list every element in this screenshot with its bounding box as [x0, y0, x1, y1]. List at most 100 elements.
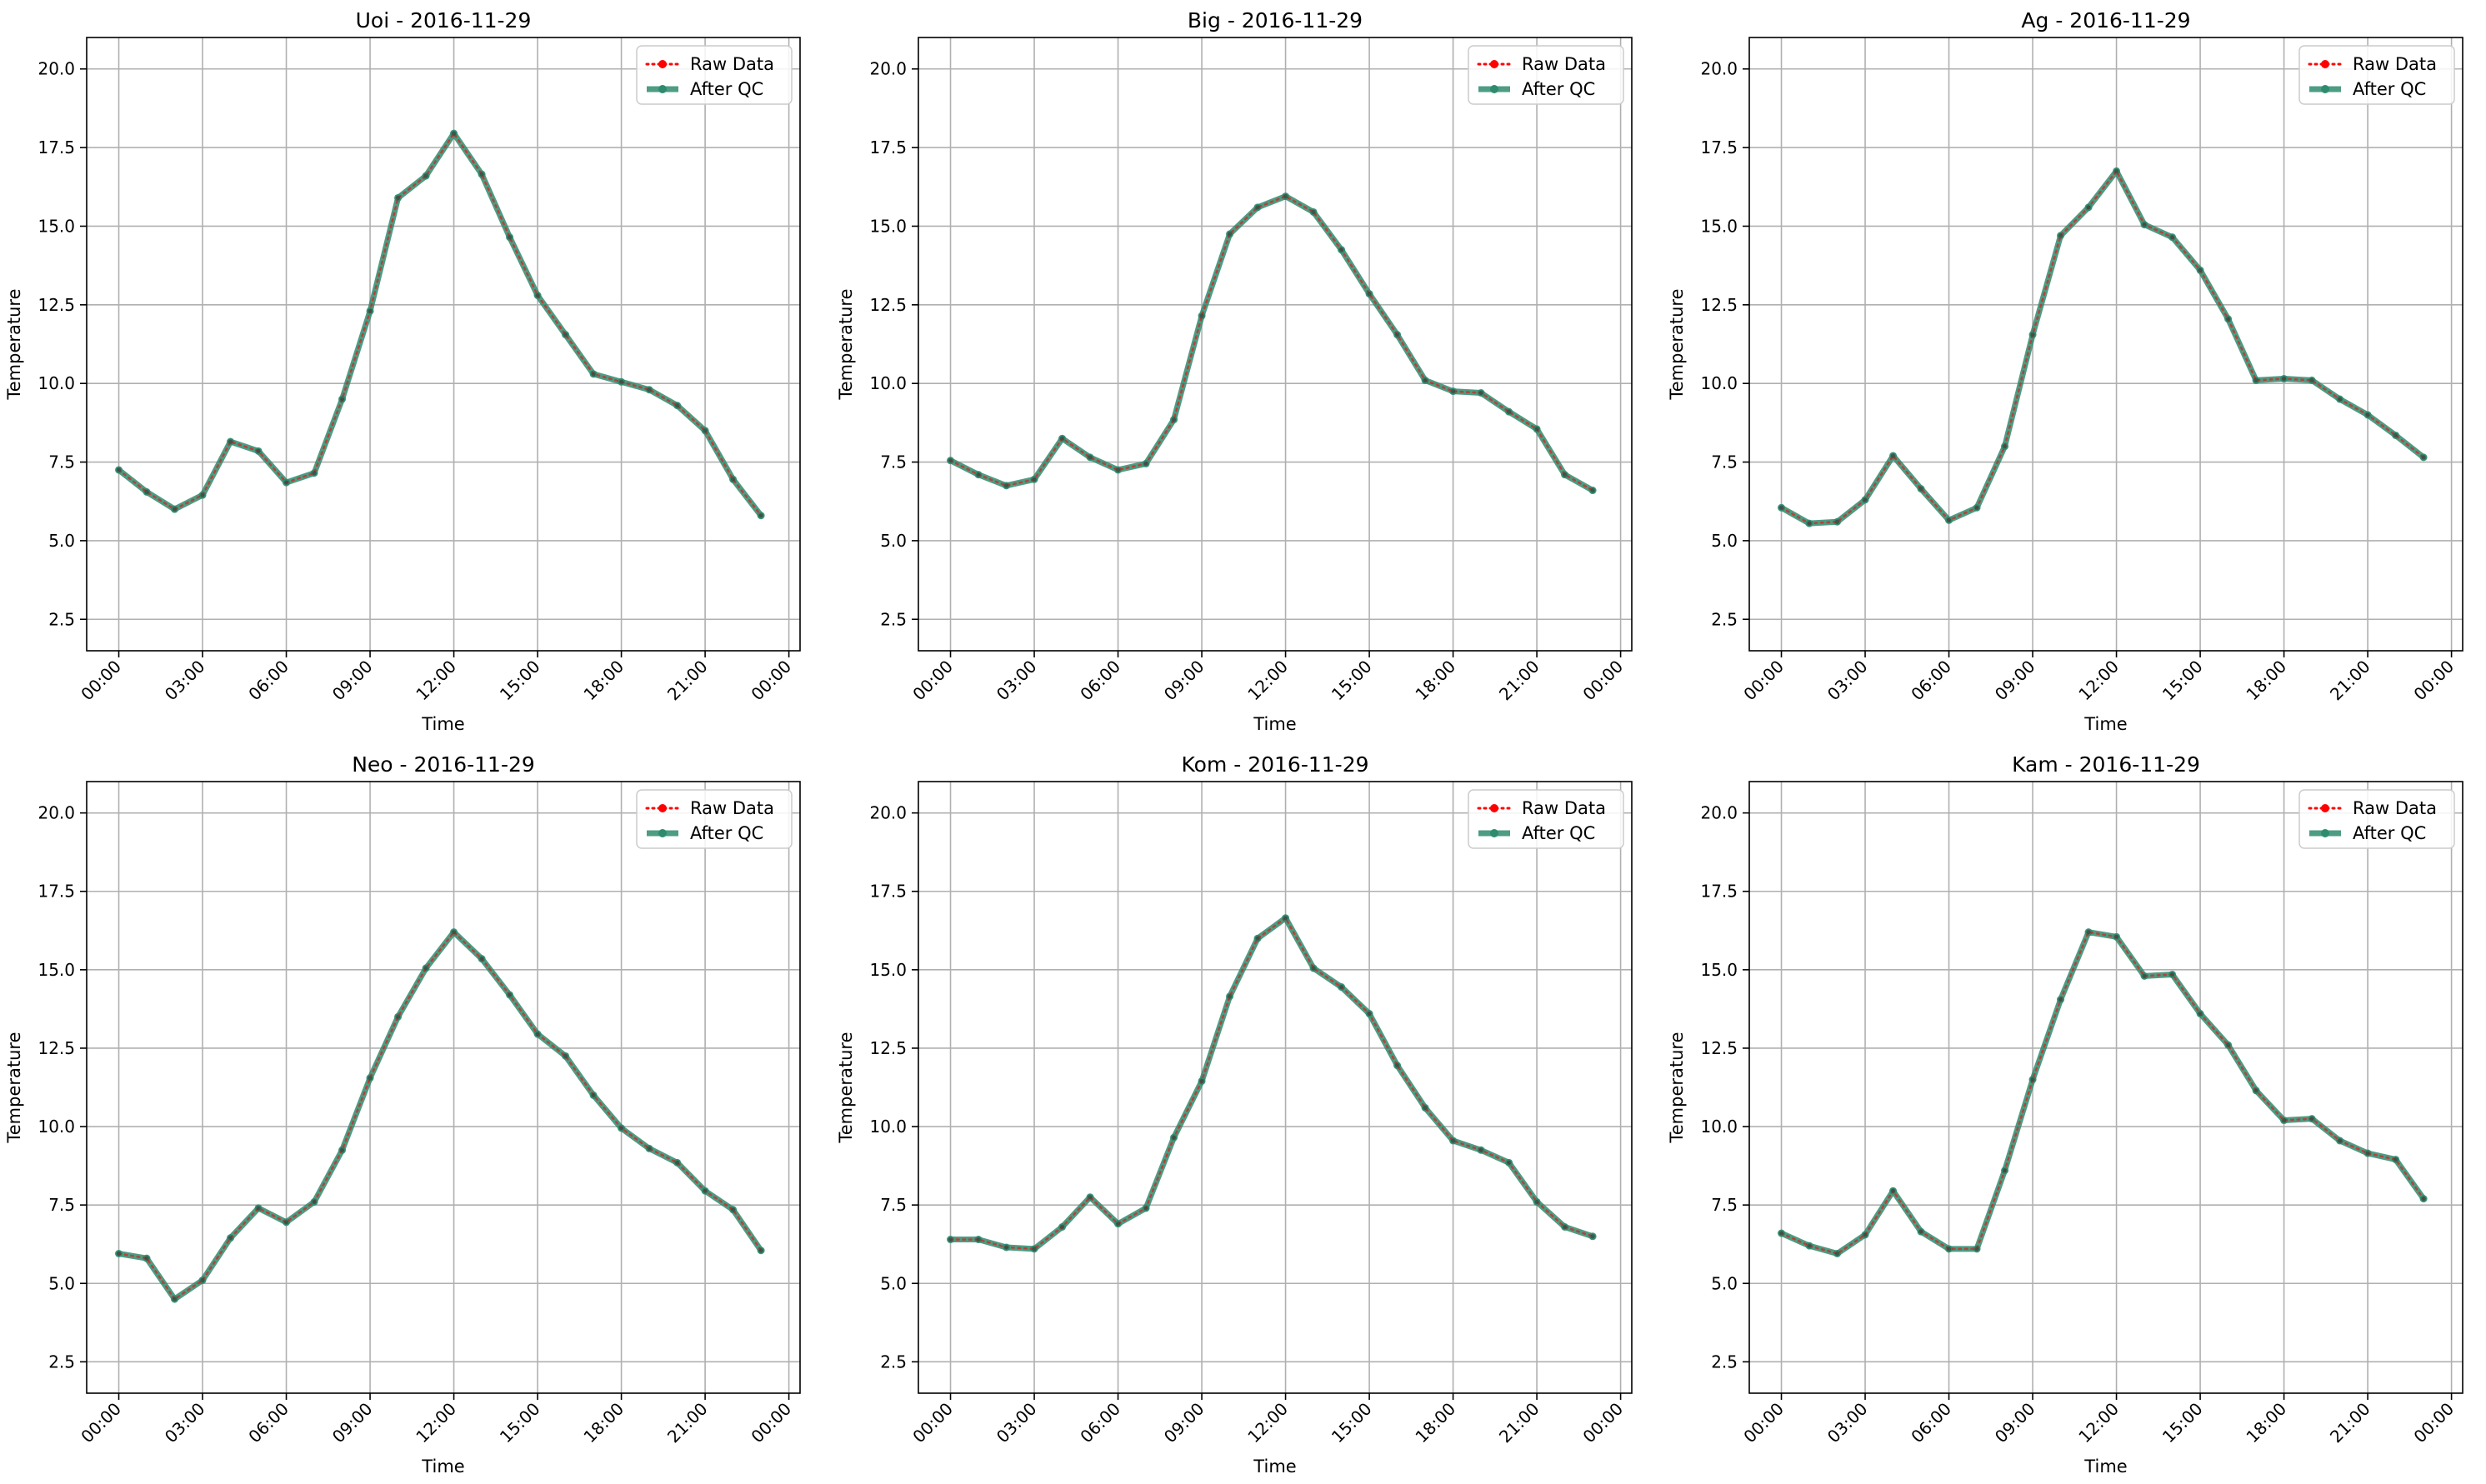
chart-title: Neo - 2016-11-29 [352, 752, 535, 777]
point-raw-data [1778, 1231, 1784, 1236]
y-tick-label: 10.0 [1700, 1117, 1738, 1137]
y-tick-label: 15.0 [869, 960, 907, 980]
y-tick-label: 7.5 [880, 1195, 907, 1215]
point-raw-data [1032, 477, 1037, 482]
y-tick-label: 17.5 [869, 137, 907, 157]
series-line-raw-data [1780, 931, 2425, 1255]
point-raw-data [2030, 1077, 2035, 1082]
point-raw-data [1032, 1247, 1037, 1252]
chart-panel-5: 00:00 03:00 06:00 09:00 12:00 15:00 18:00 21:00… [1667, 752, 2463, 1477]
y-tick-label: 5.0 [1711, 1273, 1738, 1293]
point-raw-data [1450, 389, 1456, 394]
y-tick-label: 2.5 [880, 1352, 907, 1372]
point-raw-data [1338, 984, 1344, 990]
point-raw-data [2421, 455, 2426, 460]
x-tick-label: 06:00 [1076, 1399, 1124, 1447]
point-raw-data [423, 966, 428, 971]
legend-label-raw-data: Raw Data [1522, 798, 1606, 818]
point-raw-data [1367, 1011, 1372, 1017]
point-raw-data [563, 332, 568, 337]
point-raw-data [2086, 930, 2091, 935]
point-raw-data [647, 387, 652, 392]
point-raw-data [2309, 377, 2314, 383]
y-tick-label: 17.5 [1700, 137, 1738, 157]
point-raw-data [618, 379, 624, 384]
point-raw-data [1974, 1247, 1979, 1252]
point-raw-data [1255, 205, 1260, 210]
x-tick-label: 18:00 [2242, 657, 2290, 705]
x-tick-label: 09:00 [328, 1399, 377, 1447]
point-raw-data [507, 992, 513, 997]
x-tick-label: 21:00 [2326, 657, 2374, 705]
point-raw-data [1088, 455, 1093, 460]
x-tick-label: 06:00 [1907, 1399, 1955, 1447]
legend-marker-after-qc [1490, 85, 1498, 93]
legend-label-after-qc: After QC [1522, 79, 1595, 99]
y-tick-label: 17.5 [38, 882, 75, 902]
x-axis-label: Time [2083, 714, 2127, 734]
point-raw-data [2113, 168, 2119, 174]
point-raw-data [228, 1236, 233, 1241]
point-raw-data [1562, 1224, 1568, 1230]
legend-marker-after-qc [658, 85, 667, 93]
legend-marker-raw-data [2321, 804, 2329, 812]
x-tick-label: 03:00 [1823, 1399, 1872, 1447]
y-axis-label: Temperature [4, 1032, 24, 1143]
point-raw-data [144, 1256, 149, 1261]
point-raw-data [1590, 1234, 1595, 1239]
x-tick-label: 03:00 [161, 1399, 209, 1447]
point-raw-data [2169, 972, 2175, 977]
point-raw-data [1423, 377, 1428, 383]
point-raw-data [200, 1277, 205, 1283]
series-line-raw-data [949, 916, 1594, 1251]
y-axis-label: Temperature [836, 288, 856, 400]
x-tick-label: 06:00 [244, 657, 293, 705]
point-raw-data [479, 172, 484, 177]
x-tick-label: 12:00 [412, 1399, 460, 1447]
legend-label-raw-data: Raw Data [690, 54, 774, 74]
point-raw-data [507, 235, 513, 240]
point-raw-data [368, 308, 373, 313]
series-line-after-qc [1778, 167, 2427, 527]
point-raw-data [591, 1092, 596, 1098]
point-raw-data [591, 372, 596, 377]
point-raw-data [395, 195, 401, 201]
point-raw-data [674, 403, 680, 408]
x-tick-label: 00:00 [1739, 1399, 1788, 1447]
chart-panel-2: 00:00 03:00 06:00 09:00 12:00 15:00 18:00 21:00… [1667, 8, 2463, 734]
x-tick-label: 18:00 [1411, 1399, 1459, 1447]
point-raw-data [1534, 1199, 1539, 1204]
point-raw-data [618, 1126, 624, 1131]
point-raw-data [395, 1014, 401, 1019]
point-raw-data [1227, 994, 1233, 999]
legend-marker-after-qc [2321, 85, 2329, 93]
point-raw-data [2365, 412, 2370, 417]
y-tick-label: 7.5 [1711, 1195, 1738, 1215]
x-tick-label: 00:00 [77, 657, 125, 705]
point-raw-data [2421, 1197, 2426, 1202]
x-tick-label: 12:00 [2074, 1399, 2123, 1447]
point-raw-data [339, 1147, 345, 1152]
legend-label-after-qc: After QC [690, 79, 763, 99]
point-raw-data [1834, 1251, 1840, 1257]
y-tick-label: 20.0 [1700, 803, 1738, 823]
y-tick-label: 17.5 [869, 882, 907, 902]
point-raw-data [948, 458, 953, 463]
point-raw-data [2142, 973, 2147, 978]
point-raw-data [647, 1146, 652, 1151]
legend: Raw Data After QC [1468, 789, 1624, 849]
series-line-after-qc [948, 915, 1596, 1252]
point-raw-data [730, 477, 736, 482]
y-tick-label: 15.0 [1700, 216, 1738, 236]
point-raw-data [1059, 1224, 1065, 1230]
axes-frame [918, 37, 1633, 652]
point-raw-data [1834, 519, 1840, 524]
x-tick-label: 00:00 [747, 657, 795, 705]
point-raw-data [2142, 222, 2147, 227]
series-line-after-qc [948, 193, 1596, 494]
x-tick-label: 00:00 [908, 1399, 957, 1447]
legend-label-raw-data: Raw Data [1522, 54, 1606, 74]
point-raw-data [1171, 417, 1177, 422]
x-tick-label: 00:00 [747, 1399, 795, 1447]
y-axis-label: Temperature [1667, 288, 1687, 400]
